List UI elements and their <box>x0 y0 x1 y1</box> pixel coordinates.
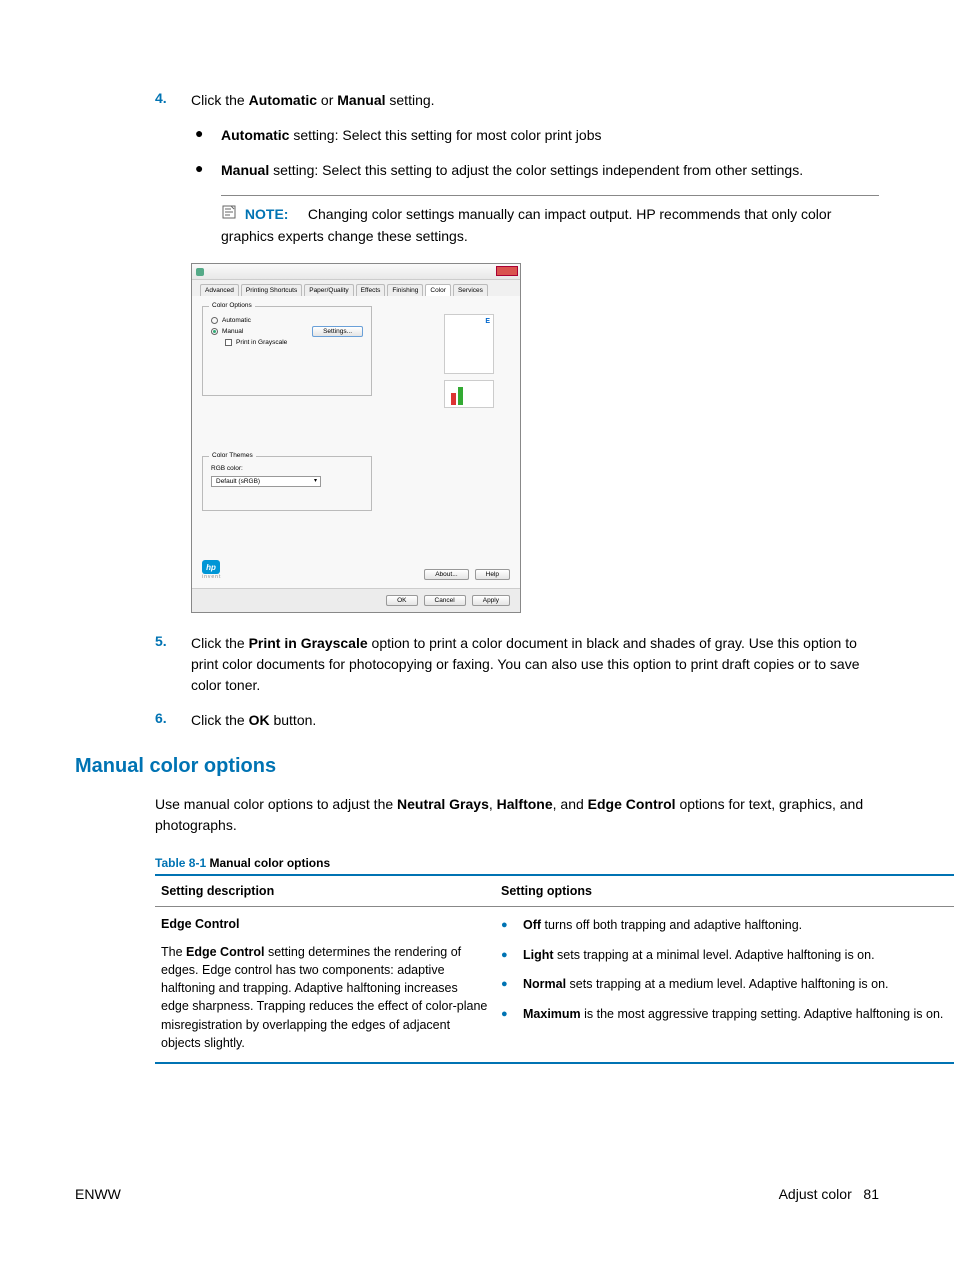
bullet-dot-icon: ● <box>191 125 221 146</box>
step-5-text: Click the Print in Grayscale option to p… <box>191 633 879 696</box>
step-4-bullets: ● Automatic setting: Select this setting… <box>191 125 879 247</box>
footer-right: Adjust color 81 <box>779 1186 879 1202</box>
main-content: 4. Click the Automatic or Manual setting… <box>155 90 879 731</box>
note-icon <box>221 204 237 226</box>
color-options-legend: Color Options <box>209 302 255 309</box>
tab-paper[interactable]: Paper/Quality <box>304 284 353 296</box>
rgb-label: RGB color: <box>211 465 363 472</box>
dialog-icon <box>196 268 204 276</box>
option-normal: ● Normal sets trapping at a medium level… <box>501 976 949 994</box>
bullet-automatic: ● Automatic setting: Select this setting… <box>191 125 879 146</box>
help-button[interactable]: Help <box>475 569 510 580</box>
tab-finishing[interactable]: Finishing <box>387 284 423 296</box>
cell-options: ● Off turns off both trapping and adapti… <box>495 907 954 1063</box>
step-6: 6. Click the OK button. <box>155 710 879 731</box>
dialog-titlebar <box>192 264 520 280</box>
option-light: ● Light sets trapping at a minimal level… <box>501 947 949 965</box>
preview-page-icon: E <box>444 314 494 374</box>
note-block: NOTE: Changing color settings manually c… <box>221 195 879 247</box>
radio-icon <box>211 317 218 324</box>
option-maximum: ● Maximum is the most aggressive trappin… <box>501 1006 949 1024</box>
dialog-body: Color Options Automatic Manual Settings.… <box>192 296 520 556</box>
ok-button[interactable]: OK <box>386 595 417 606</box>
bullet-manual: ● Manual setting: Select this setting to… <box>191 160 879 181</box>
step-6-number: 6. <box>155 710 191 731</box>
radio-icon <box>211 328 218 335</box>
tab-shortcuts[interactable]: Printing Shortcuts <box>241 284 302 296</box>
color-themes-legend: Color Themes <box>209 452 256 459</box>
tab-effects[interactable]: Effects <box>356 284 386 296</box>
intro-paragraph: Use manual color options to adjust the N… <box>155 794 879 836</box>
dialog-tabs: Advanced Printing Shortcuts Paper/Qualit… <box>192 280 520 296</box>
close-icon[interactable] <box>496 266 518 276</box>
section-heading: Manual color options <box>75 755 879 778</box>
table-caption: Table 8-1 Manual color options <box>155 856 879 870</box>
step-4: 4. Click the Automatic or Manual setting… <box>155 90 879 111</box>
bullet-dot-icon: ● <box>501 947 523 965</box>
dialog-screenshot: Advanced Printing Shortcuts Paper/Qualit… <box>191 263 879 613</box>
dialog-footer-top: hp invent About... Help <box>192 556 520 588</box>
step-5: 5. Click the Print in Grayscale option t… <box>155 633 879 696</box>
hp-logo-icon: hp <box>202 560 220 574</box>
preview-area: E <box>444 314 504 408</box>
color-themes-fieldset: Color Themes RGB color: Default (sRGB) <box>202 456 372 511</box>
tab-color[interactable]: Color <box>425 284 451 296</box>
table-row: Edge Control The Edge Control setting de… <box>155 907 954 1063</box>
radio-automatic[interactable]: Automatic <box>211 317 363 324</box>
settings-button[interactable]: Settings... <box>312 326 363 337</box>
step-4-text: Click the Automatic or Manual setting. <box>191 90 879 111</box>
bullet-dot-icon: ● <box>501 976 523 994</box>
dialog-footer-bottom: OK Cancel Apply <box>192 588 520 612</box>
page-footer: ENWW Adjust color 81 <box>75 1186 879 1202</box>
tab-services[interactable]: Services <box>453 284 488 296</box>
bullet-dot-icon: ● <box>501 1006 523 1024</box>
note-label: NOTE: <box>245 206 289 222</box>
about-button[interactable]: About... <box>424 569 468 580</box>
footer-left: ENWW <box>75 1186 121 1202</box>
cell-description: Edge Control The Edge Control setting de… <box>155 907 495 1063</box>
manual-color-options-table: Setting description Setting options Edge… <box>155 874 954 1064</box>
cancel-button[interactable]: Cancel <box>424 595 466 606</box>
rgb-select[interactable]: Default (sRGB) <box>211 476 321 487</box>
radio-manual-row: Manual Settings... <box>211 326 363 337</box>
color-options-fieldset: Color Options Automatic Manual Settings.… <box>202 306 372 396</box>
print-dialog: Advanced Printing Shortcuts Paper/Qualit… <box>191 263 521 613</box>
option-off: ● Off turns off both trapping and adapti… <box>501 917 949 935</box>
radio-manual[interactable]: Manual <box>211 328 243 335</box>
tab-advanced[interactable]: Advanced <box>200 284 239 296</box>
step-5-number: 5. <box>155 633 191 696</box>
hp-logo-area: hp invent <box>202 560 221 580</box>
bullet-dot-icon: ● <box>191 160 221 181</box>
col-options: Setting options <box>495 875 954 907</box>
grayscale-checkbox[interactable]: Print in Grayscale <box>225 339 363 346</box>
desc-heading: Edge Control <box>161 917 489 931</box>
col-description: Setting description <box>155 875 495 907</box>
checkbox-icon <box>225 339 232 346</box>
step-6-text: Click the OK button. <box>191 710 879 731</box>
apply-button[interactable]: Apply <box>472 595 510 606</box>
step-4-number: 4. <box>155 90 191 111</box>
bullet-dot-icon: ● <box>501 917 523 935</box>
note-text: Changing color settings manually can imp… <box>221 206 831 244</box>
desc-body: The Edge Control setting determines the … <box>161 943 489 1052</box>
preview-chart-icon <box>444 380 494 408</box>
